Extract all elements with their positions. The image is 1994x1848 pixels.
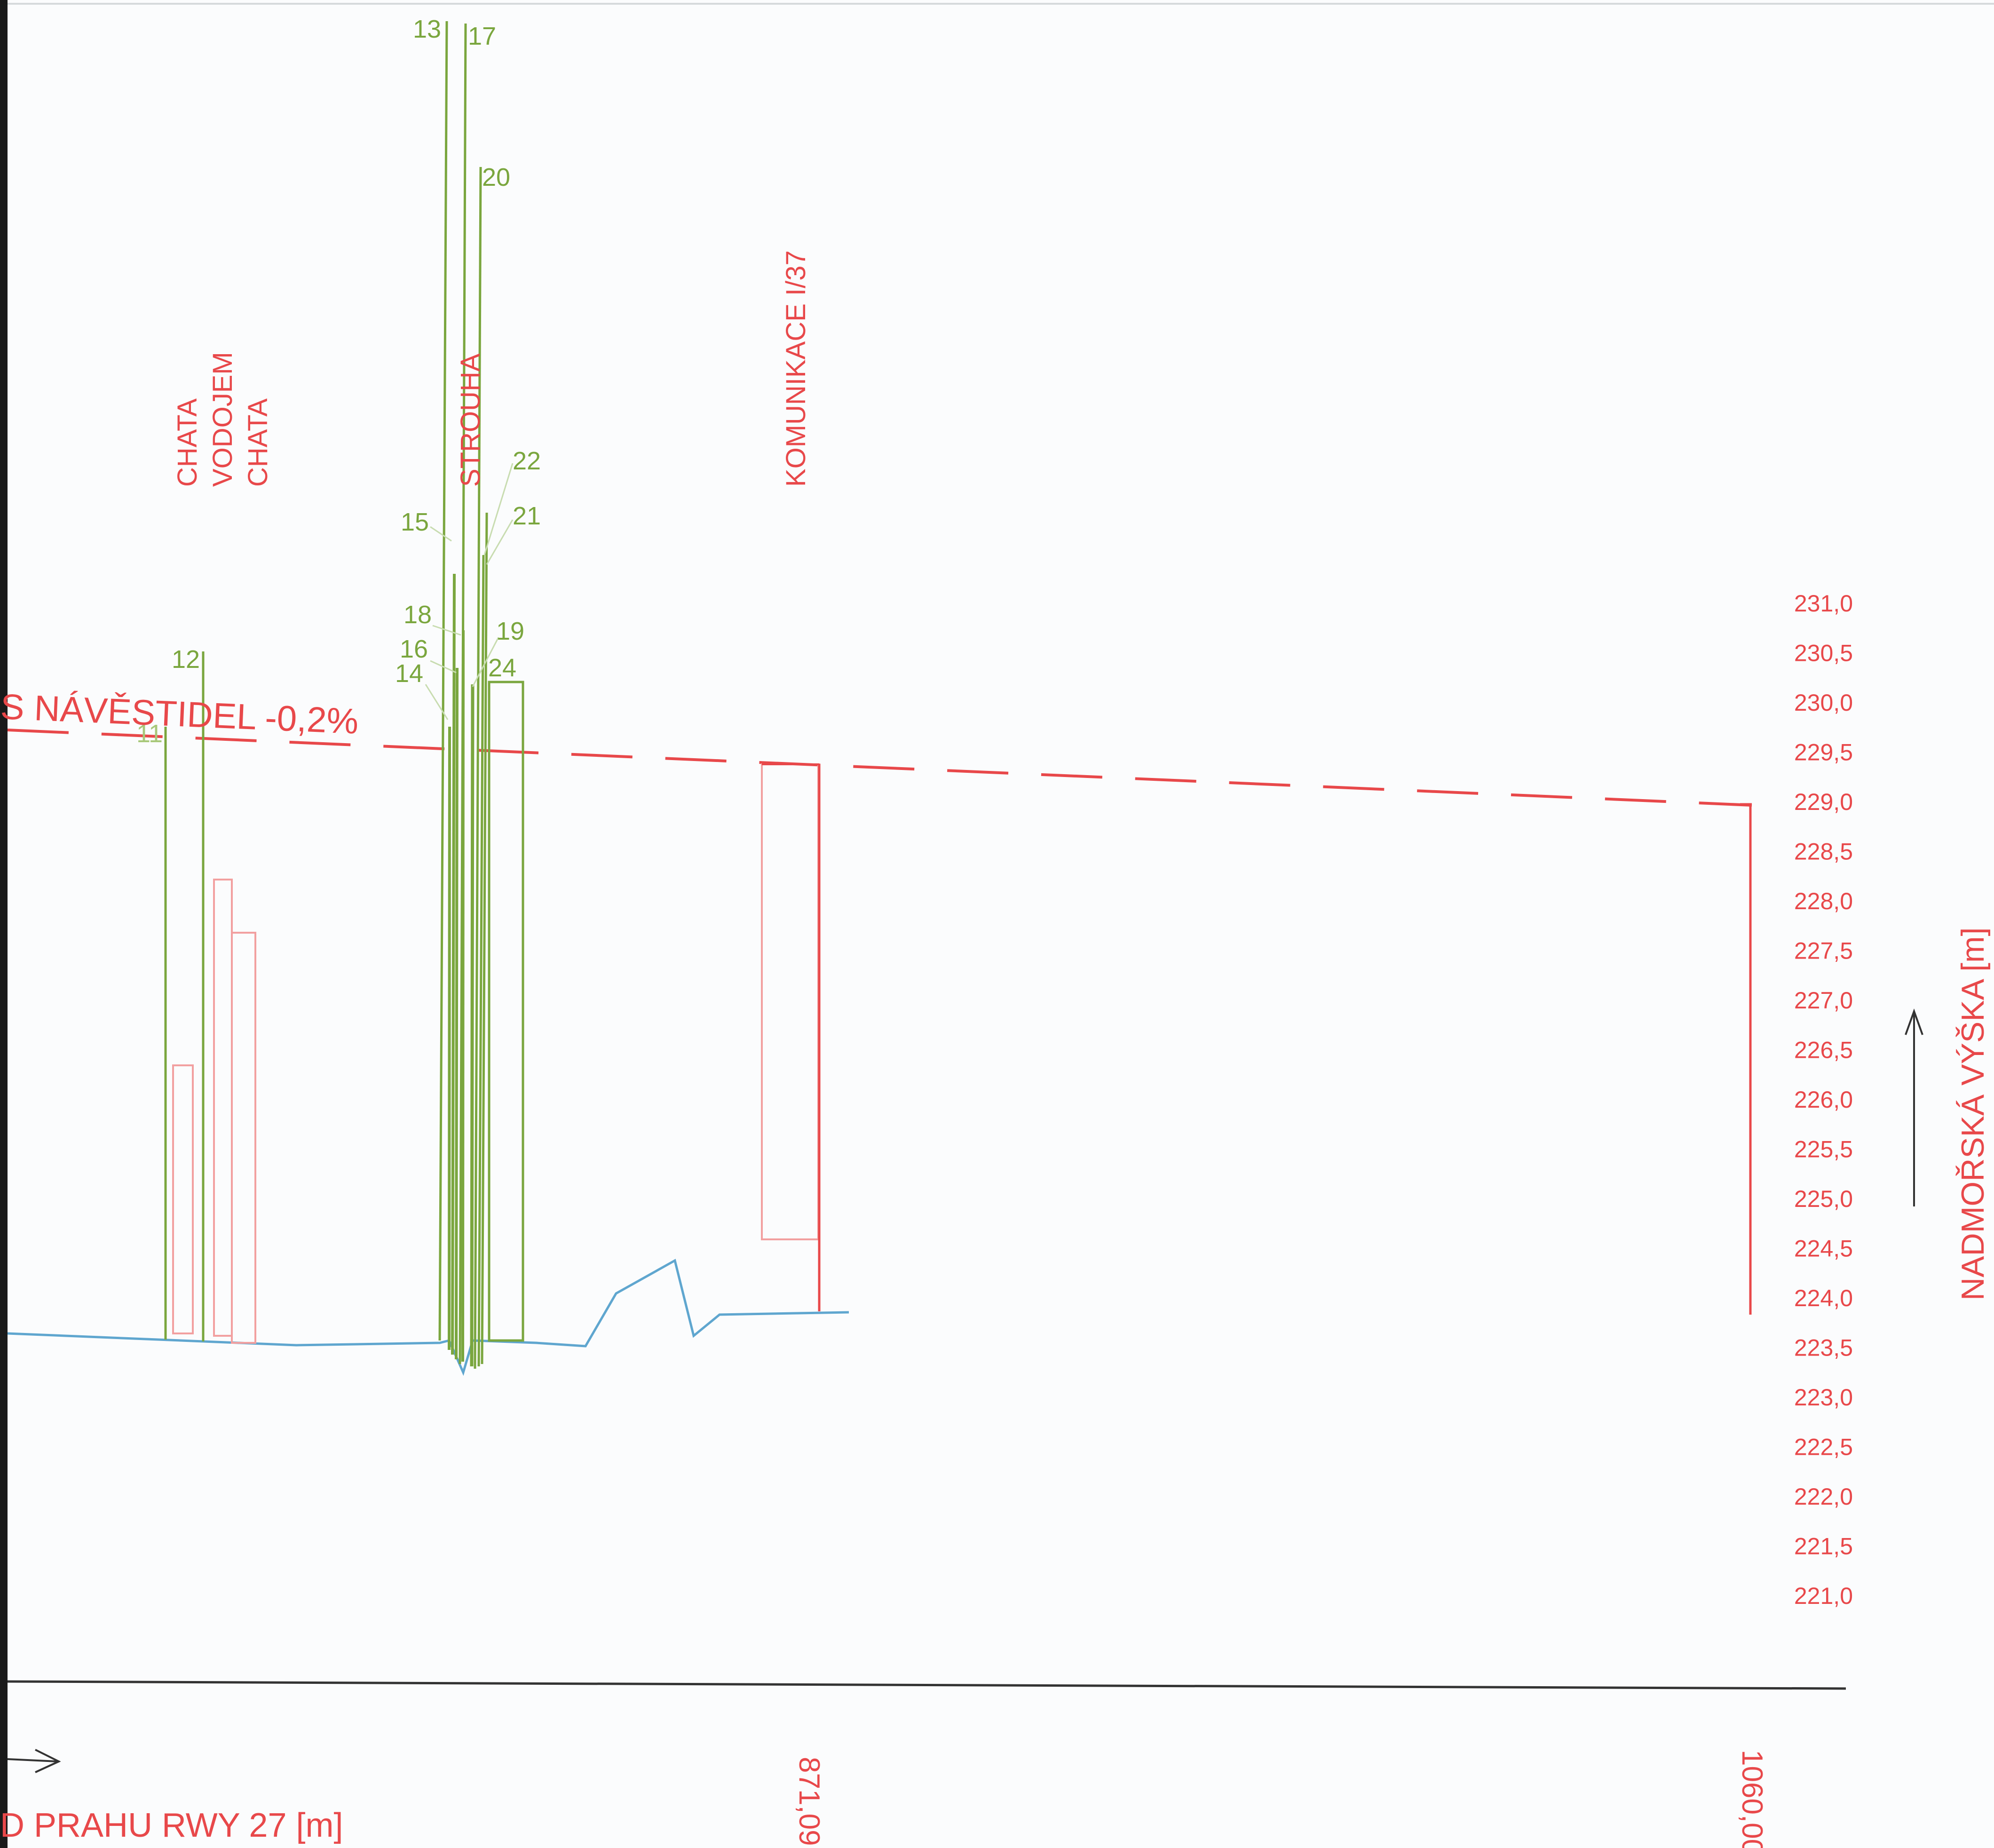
x-axis-arrow-head — [35, 1749, 61, 1773]
obstacle-22-pole — [477, 555, 485, 1367]
feature-vodojem-label: VODOJEM — [207, 352, 238, 487]
x-tick-label-871: 871,09 — [793, 1757, 825, 1846]
y-tick-label: 225,0 — [1794, 1186, 1853, 1212]
x-axis-arrow-shaft — [7, 1758, 58, 1762]
x-axis-title: D PRAHU RWY 27 [m] — [0, 1807, 343, 1844]
obstacle-label-17: 17 — [468, 22, 496, 50]
y-axis-title: NADMOŘSKÁ VÝŠKA [m] — [1955, 927, 1991, 1301]
feature-strouha-label: STROUHA — [455, 353, 486, 487]
leader-22 — [483, 463, 514, 555]
obstacle-label-21: 21 — [513, 502, 541, 530]
feature-chata-2-label: CHATA — [243, 398, 273, 487]
y-tick-label: 223,5 — [1794, 1335, 1853, 1361]
y-axis-tick-labels: 231,0 230,5 230,0 229,5 229,0 228,5 228,0 227,5… — [1794, 590, 1853, 1609]
y-tick-label: 231,0 — [1794, 590, 1853, 617]
y-tick-label: 230,0 — [1794, 690, 1853, 716]
y-tick-label: 227,0 — [1794, 987, 1853, 1014]
y-tick-label: 229,0 — [1794, 789, 1853, 815]
y-tick-label: 228,0 — [1794, 888, 1853, 914]
obstacle-19-pole — [470, 684, 475, 1367]
leader-14 — [425, 684, 449, 720]
surface-limit-label: S NÁVĚSTIDEL -0,2% — [0, 687, 359, 742]
y-tick-label: 221,5 — [1794, 1533, 1853, 1560]
obstacle-20-pole — [474, 167, 482, 1369]
obstacle-label-16: 16 — [400, 635, 428, 663]
y-tick-label: 228,5 — [1794, 839, 1853, 865]
leader-21 — [486, 519, 514, 565]
obstacle-label-13: 13 — [413, 15, 441, 43]
x-tick-label-1060: 1060,00 — [1736, 1750, 1768, 1848]
y-tick-label: 229,5 — [1794, 739, 1853, 766]
obstacle-16-pole — [455, 667, 459, 1360]
x-axis-baseline — [7, 1680, 1846, 1690]
chata-building-1 — [172, 1064, 194, 1334]
chata-building-2 — [231, 932, 256, 1344]
feature-komunikace-label: KOMUNIKACE I/37 — [781, 250, 811, 487]
vodojem-building — [213, 879, 233, 1337]
road-obstacle-box — [761, 763, 819, 1240]
y-tick-label: 222,5 — [1794, 1434, 1853, 1460]
obstacle-15-pole — [451, 573, 456, 1355]
y-tick-label: 222,0 — [1794, 1483, 1853, 1510]
y-tick-label: 226,0 — [1794, 1087, 1853, 1113]
obstacle-13-pole — [438, 21, 448, 1341]
obstacle-label-12: 12 — [172, 645, 200, 674]
leader-16 — [430, 660, 457, 674]
obstacle-label-14: 14 — [395, 659, 423, 688]
y-tick-label: 224,0 — [1794, 1285, 1853, 1311]
leader-15 — [430, 526, 452, 542]
obstacle-label-19: 19 — [496, 617, 524, 645]
sheet-left-edge — [0, 0, 8, 1848]
y-tick-label: 226,5 — [1794, 1037, 1853, 1063]
leader-19 — [472, 637, 499, 687]
obstacle-label-22: 22 — [513, 447, 541, 475]
obstacle-24-box — [488, 681, 524, 1342]
obstacle-label-11: 11 — [136, 720, 163, 748]
feature-chata-1-label: CHATA — [172, 398, 203, 487]
terrain-profile-line — [7, 1259, 849, 1376]
y-tick-label: 221,0 — [1794, 1583, 1853, 1609]
obstacle-label-20: 20 — [482, 163, 510, 191]
obstacle-label-24: 24 — [488, 654, 516, 682]
y-tick-label: 227,5 — [1794, 938, 1853, 964]
y-axis-arrow-head — [1905, 1008, 1923, 1035]
y-tick-label: 224,5 — [1794, 1236, 1853, 1262]
leader-18 — [432, 625, 461, 636]
obstacle-21-pole — [481, 512, 488, 1364]
obstacle-14-pole — [448, 726, 451, 1350]
obstacle-limitation-surface-line — [7, 729, 1752, 807]
obstacle-label-18: 18 — [404, 601, 432, 629]
y-tick-label: 223,0 — [1794, 1384, 1853, 1411]
obstacle-label-15: 15 — [401, 508, 429, 536]
y-tick-label: 230,5 — [1794, 640, 1853, 666]
y-tick-label: 225,5 — [1794, 1136, 1853, 1163]
